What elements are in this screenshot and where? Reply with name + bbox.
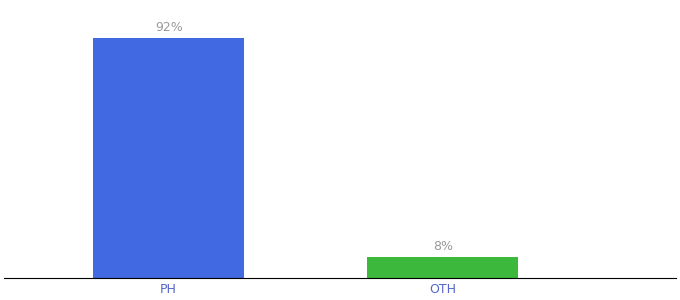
- Bar: [93, 38, 244, 278]
- Text: 8%: 8%: [432, 240, 453, 253]
- Text: 92%: 92%: [155, 21, 182, 34]
- Bar: [367, 257, 518, 278]
